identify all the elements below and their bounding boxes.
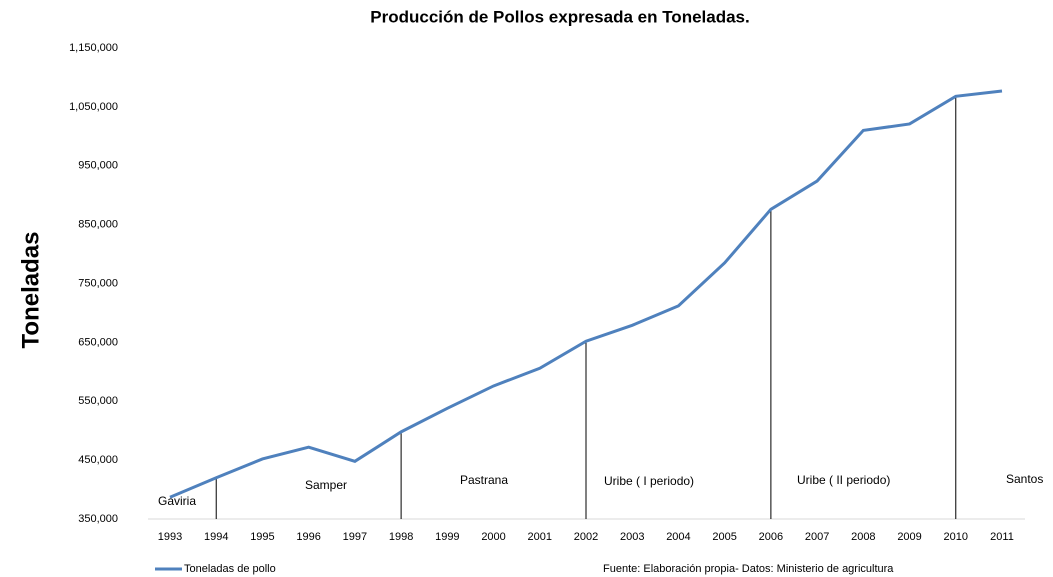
x-tick-label: 2007	[805, 531, 829, 543]
x-tick-label: 2004	[666, 531, 690, 543]
x-tick-label: 1998	[389, 531, 413, 543]
period-label: Samper	[305, 478, 347, 492]
x-tick-label: 2011	[990, 531, 1014, 543]
x-tick-label: 1993	[158, 531, 182, 543]
period-label: Uribe ( II periodo)	[797, 473, 890, 487]
x-tick-label: 2001	[528, 531, 552, 543]
y-tick-label: 850,000	[78, 219, 118, 231]
x-tick-label: 1996	[296, 531, 320, 543]
y-tick-label: 450,000	[78, 454, 118, 466]
period-label: Pastrana	[460, 473, 508, 487]
legend-label: Toneladas de pollo	[184, 563, 276, 575]
x-tick-label: 1999	[435, 531, 459, 543]
x-tick-label: 2006	[759, 531, 783, 543]
x-tick-label: 2003	[620, 531, 644, 543]
y-tick-label: 950,000	[78, 160, 118, 172]
y-tick-label: 1,150,000	[69, 42, 118, 54]
x-tick-label: 1995	[250, 531, 274, 543]
x-tick-label: 2008	[851, 531, 875, 543]
x-tick-label: 1994	[204, 531, 228, 543]
y-tick-label: 650,000	[78, 336, 118, 348]
period-label: Gaviria	[158, 494, 196, 508]
period-label: Santos	[1006, 472, 1043, 486]
x-tick-label: 1997	[343, 531, 367, 543]
y-tick-label: 750,000	[78, 277, 118, 289]
chart-title: Producción de Pollos expresada en Tonela…	[370, 7, 749, 26]
y-tick-label: 1,050,000	[69, 101, 118, 113]
data-line	[169, 89, 1003, 499]
x-tick-label: 2000	[481, 531, 505, 543]
y-tick-label: 550,000	[78, 395, 118, 407]
x-tick-label: 2010	[944, 531, 968, 543]
x-tick-label: 2009	[897, 531, 921, 543]
x-tick-label: 2002	[574, 531, 598, 543]
y-axis-label: Toneladas	[17, 232, 44, 349]
source-note: Fuente: Elaboración propia- Datos: Minis…	[603, 563, 894, 575]
y-tick-label: 350,000	[78, 513, 118, 525]
period-label: Uribe ( I periodo)	[604, 474, 694, 488]
x-tick-label: 2005	[712, 531, 736, 543]
